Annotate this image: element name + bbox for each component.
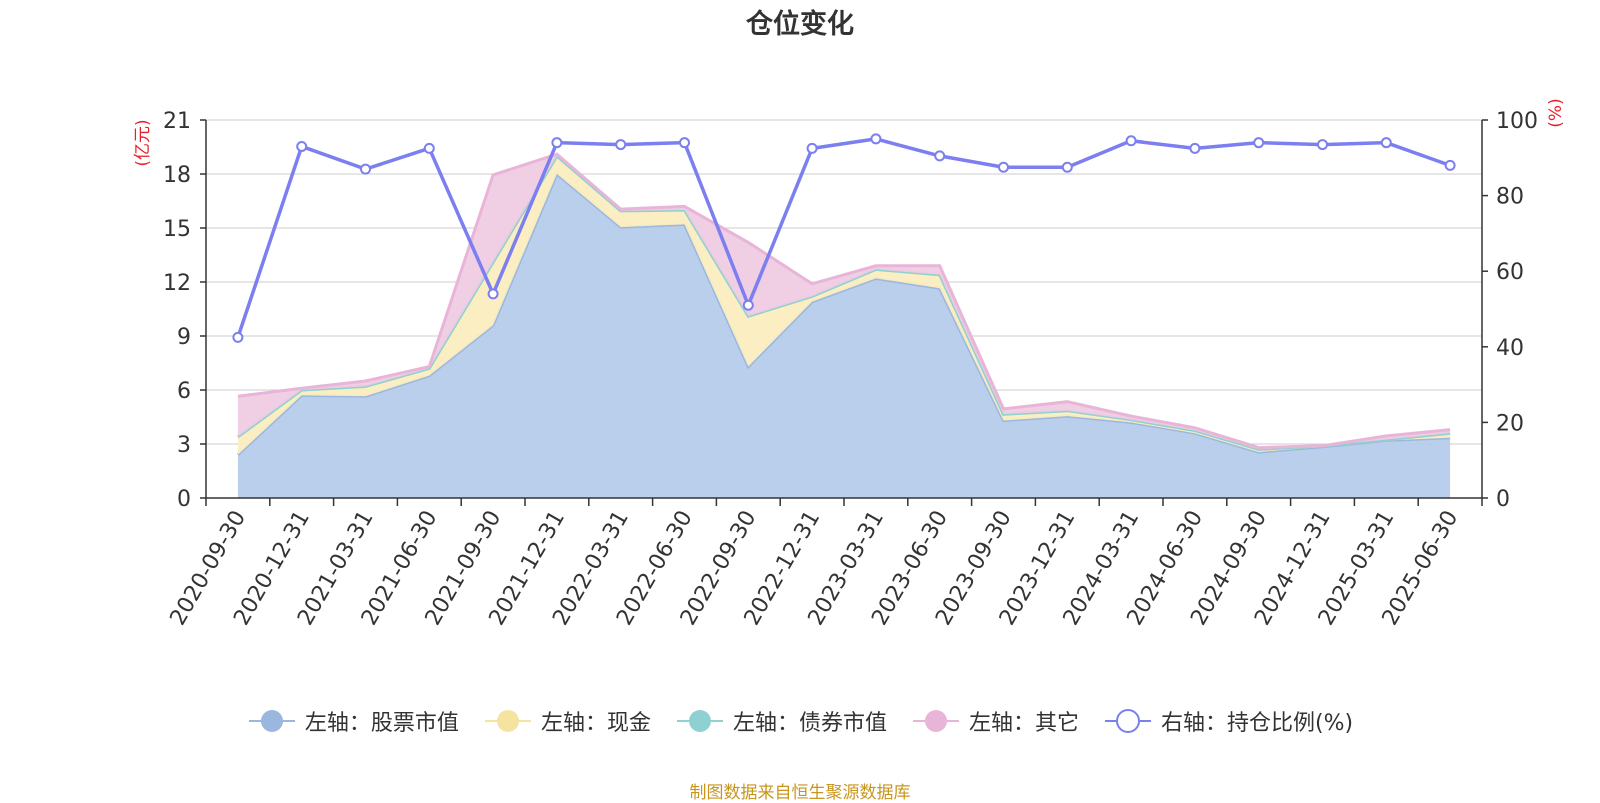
- ratio-point: [1444, 159, 1456, 171]
- left-tick-label: 3: [177, 433, 191, 458]
- ratio-line-path: [236, 137, 1451, 338]
- right-tick-label: 0: [1496, 487, 1510, 512]
- left-tick-label: 9: [177, 325, 191, 350]
- left-tick-label: 21: [163, 109, 191, 134]
- chart-title: 仓位变化: [745, 8, 854, 40]
- right-tick-label: 20: [1496, 411, 1524, 436]
- ratio-point: [232, 331, 244, 343]
- legend-item[interactable]: 左轴：其它: [911, 705, 1079, 737]
- ratio-point: [742, 299, 754, 311]
- right-tick-label: 80: [1496, 185, 1524, 210]
- ratio-point: [360, 163, 371, 175]
- legend-label: 左轴：债券市值: [732, 711, 887, 736]
- area-cash: [237, 156, 1451, 455]
- legend-label: 左轴：股票市值: [304, 711, 459, 736]
- holding-ratio-line: [232, 133, 1456, 343]
- data-source-footer: 制图数据来自恒生聚源数据库: [689, 783, 911, 803]
- ratio-point: [1061, 161, 1073, 173]
- legend-label: 左轴：其它: [968, 711, 1079, 736]
- ratio-point: [1253, 137, 1265, 149]
- ratio-point: [296, 140, 308, 152]
- ratio-point: [551, 137, 563, 149]
- chart-legend: 左轴：股票市值 左轴：现金 左轴：债券市值 左轴：其它 右轴：持仓比例(%): [0, 705, 1600, 740]
- left-axis-unit: (亿元): [133, 119, 153, 166]
- legend-marker-icon: [484, 710, 531, 732]
- ratio-point: [1380, 137, 1392, 149]
- ratio-point: [806, 142, 818, 154]
- left-tick-label: 6: [177, 379, 191, 404]
- right-tick-label: 40: [1496, 336, 1524, 361]
- ratio-point: [934, 150, 946, 162]
- ratio-point: [615, 139, 627, 151]
- legend-marker-icon: [1104, 709, 1151, 733]
- legend-marker-icon: [912, 710, 959, 732]
- ratio-point: [679, 137, 690, 149]
- legend-label: 右轴：持仓比例(%): [1160, 711, 1354, 736]
- ratio-point: [998, 161, 1009, 173]
- area-edge-other: [237, 152, 1451, 450]
- left-tick-label: 15: [163, 217, 191, 242]
- right-axis-unit: (%): [1546, 98, 1566, 127]
- area-stock-value: [237, 174, 1451, 498]
- ratio-point: [1189, 142, 1201, 154]
- ratio-point: [423, 142, 435, 154]
- ratio-point: [487, 288, 499, 300]
- ratio-point: [1317, 139, 1328, 151]
- left-tick-label: 18: [163, 163, 191, 188]
- legend-item[interactable]: 左轴：债券市值: [675, 705, 887, 737]
- right-tick-label: 60: [1496, 260, 1524, 285]
- legend-item[interactable]: 右轴：持仓比例(%): [1103, 705, 1353, 737]
- legend-marker-icon: [248, 710, 295, 732]
- stacked-areas: [236, 152, 1451, 498]
- legend-item[interactable]: 左轴：现金: [483, 705, 651, 737]
- right-tick-label: 100: [1496, 109, 1538, 134]
- left-tick-label: 12: [163, 271, 191, 296]
- legend-item[interactable]: 左轴：股票市值: [247, 705, 459, 737]
- left-tick-label: 0: [177, 487, 191, 512]
- ratio-point: [870, 133, 882, 145]
- legend-label: 左轴：现金: [540, 711, 651, 736]
- legend-marker-icon: [676, 710, 723, 732]
- ratio-point: [1125, 135, 1137, 147]
